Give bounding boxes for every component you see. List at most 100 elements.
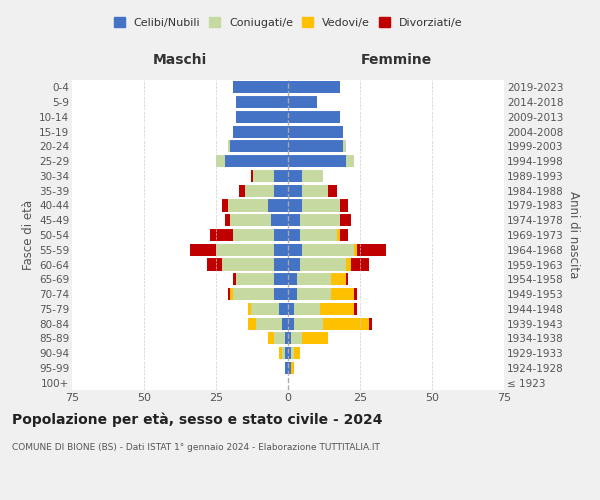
Bar xyxy=(291,347,294,359)
Bar xyxy=(328,184,337,197)
Bar xyxy=(294,318,323,330)
Bar xyxy=(346,155,354,167)
Y-axis label: Fasce di età: Fasce di età xyxy=(22,200,35,270)
Bar xyxy=(233,229,274,241)
Bar xyxy=(354,288,357,300)
Bar xyxy=(288,155,346,167)
Bar xyxy=(274,258,288,270)
Bar xyxy=(274,273,288,285)
Bar xyxy=(274,288,288,300)
Bar xyxy=(288,258,299,270)
Bar xyxy=(357,244,386,256)
Bar xyxy=(299,214,340,226)
Bar xyxy=(302,332,328,344)
Bar xyxy=(222,200,227,211)
Bar xyxy=(230,288,233,300)
Bar xyxy=(302,184,328,197)
Bar xyxy=(251,170,253,182)
Bar xyxy=(216,155,224,167)
Bar xyxy=(340,200,349,211)
Bar xyxy=(253,170,274,182)
Bar xyxy=(368,318,371,330)
Bar xyxy=(251,303,280,315)
Bar xyxy=(190,244,216,256)
Bar xyxy=(268,332,274,344)
Bar xyxy=(291,362,294,374)
Bar xyxy=(274,229,288,241)
Bar xyxy=(346,273,349,285)
Bar xyxy=(294,303,320,315)
Bar xyxy=(288,229,299,241)
Bar xyxy=(323,318,368,330)
Bar xyxy=(296,288,331,300)
Bar xyxy=(331,273,346,285)
Bar xyxy=(282,318,288,330)
Bar xyxy=(236,96,288,108)
Bar xyxy=(288,200,302,211)
Bar xyxy=(282,347,285,359)
Bar xyxy=(340,229,349,241)
Text: Maschi: Maschi xyxy=(153,54,207,68)
Bar xyxy=(233,273,236,285)
Bar xyxy=(288,214,299,226)
Bar xyxy=(302,200,340,211)
Bar xyxy=(320,303,354,315)
Bar xyxy=(288,332,291,344)
Bar xyxy=(285,332,288,344)
Bar xyxy=(236,273,274,285)
Bar xyxy=(299,229,337,241)
Bar xyxy=(227,200,268,211)
Bar xyxy=(291,332,302,344)
Text: COMUNE DI BIONE (BS) - Dati ISTAT 1° gennaio 2024 - Elaborazione TUTTITALIA.IT: COMUNE DI BIONE (BS) - Dati ISTAT 1° gen… xyxy=(12,442,380,452)
Bar xyxy=(245,184,274,197)
Bar xyxy=(337,229,340,241)
Bar xyxy=(227,140,230,152)
Bar xyxy=(288,96,317,108)
Bar xyxy=(299,258,346,270)
Bar xyxy=(274,332,285,344)
Bar xyxy=(294,347,299,359)
Bar xyxy=(288,184,302,197)
Bar xyxy=(354,303,357,315)
Bar xyxy=(268,200,288,211)
Bar xyxy=(288,347,291,359)
Y-axis label: Anni di nascita: Anni di nascita xyxy=(567,192,580,278)
Bar xyxy=(288,273,296,285)
Bar xyxy=(239,184,245,197)
Bar xyxy=(354,244,357,256)
Bar xyxy=(288,170,302,182)
Bar xyxy=(224,214,230,226)
Bar xyxy=(256,318,282,330)
Bar xyxy=(230,140,288,152)
Bar xyxy=(340,214,352,226)
Bar xyxy=(222,258,274,270)
Bar xyxy=(248,303,251,315)
Bar xyxy=(208,258,222,270)
Bar xyxy=(233,288,274,300)
Bar xyxy=(352,258,368,270)
Bar xyxy=(280,347,282,359)
Bar xyxy=(288,303,294,315)
Bar xyxy=(302,170,323,182)
Bar xyxy=(274,170,288,182)
Bar xyxy=(210,229,233,241)
Text: Popolazione per età, sesso e stato civile - 2024: Popolazione per età, sesso e stato civil… xyxy=(12,412,383,427)
Bar xyxy=(288,111,340,123)
Bar xyxy=(233,82,288,94)
Bar xyxy=(274,244,288,256)
Legend: Celibi/Nubili, Coniugati/e, Vedovi/e, Divorziati/e: Celibi/Nubili, Coniugati/e, Vedovi/e, Di… xyxy=(113,18,463,28)
Bar xyxy=(248,318,256,330)
Bar xyxy=(346,258,352,270)
Bar xyxy=(236,111,288,123)
Bar xyxy=(274,184,288,197)
Bar xyxy=(216,244,274,256)
Bar xyxy=(288,140,343,152)
Bar xyxy=(288,126,343,138)
Bar xyxy=(288,288,296,300)
Bar xyxy=(331,288,354,300)
Bar xyxy=(233,126,288,138)
Bar xyxy=(288,244,302,256)
Text: Femmine: Femmine xyxy=(361,54,431,68)
Bar xyxy=(285,347,288,359)
Bar xyxy=(271,214,288,226)
